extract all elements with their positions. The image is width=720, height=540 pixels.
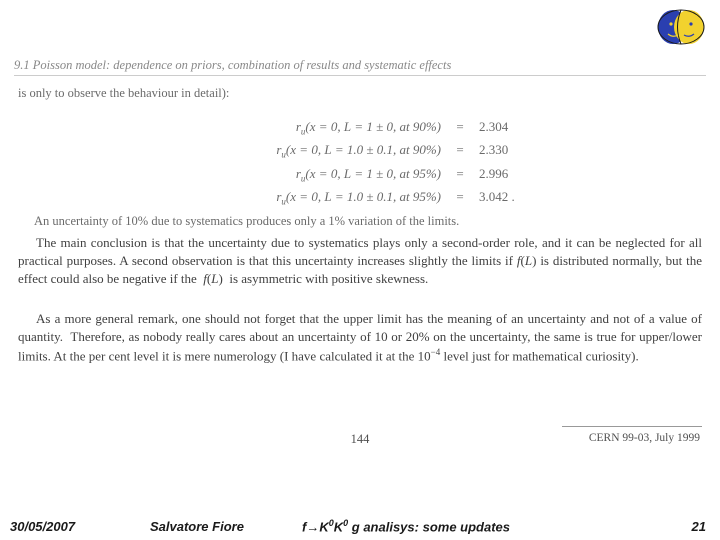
- equation-row: ru(x = 0, L = 1.0 ± 0.1, at 90%) = 2.330: [0, 139, 720, 162]
- citation-reference: CERN 99-03, July 1999: [589, 432, 700, 444]
- equals-sign: =: [451, 116, 469, 139]
- footer-date: 30/05/2007: [10, 519, 150, 534]
- section-title-text: Poisson model: dependence on priors, com…: [33, 58, 452, 72]
- footer-phi-arrow: f→: [302, 519, 319, 534]
- footer-gamma: g: [348, 519, 363, 534]
- footer-suffix: analisys: some updates: [363, 519, 510, 534]
- footer-talk-title: f→K0K0 g analisys: some updates: [302, 518, 672, 534]
- footer-slide-number: 21: [672, 519, 720, 534]
- intro-fragment: is only to observe the behaviour in deta…: [18, 86, 229, 101]
- footer-k2: K: [334, 519, 343, 534]
- citation-rule: [562, 426, 702, 427]
- equals-sign: =: [451, 139, 469, 162]
- equation-lhs: ru(x = 0, L = 1.0 ± 0.1, at 90%): [186, 139, 441, 162]
- equation-row: ru(x = 0, L = 1 ± 0, at 90%) = 2.304: [0, 116, 720, 139]
- experiment-logo-icon: [656, 8, 706, 46]
- footer-k1: K: [319, 519, 328, 534]
- section-title: 9.1 Poisson model: dependence on priors,…: [14, 58, 451, 73]
- equation-row: ru(x = 0, L = 1.0 ± 0.1, at 95%) = 3.042…: [0, 186, 720, 209]
- section-header: 9.1 Poisson model: dependence on priors,…: [14, 58, 706, 76]
- equation-lhs: ru(x = 0, L = 1 ± 0, at 90%): [186, 116, 441, 139]
- conclusion-paragraph: The main conclusion is that the uncertai…: [18, 234, 702, 288]
- equation-lhs: ru(x = 0, L = 1 ± 0, at 95%): [186, 163, 441, 186]
- equation-row: ru(x = 0, L = 1 ± 0, at 95%) = 2.996: [0, 163, 720, 186]
- slide-footer: 30/05/2007 Salvatore Fiore f→K0K0 g anal…: [0, 518, 720, 534]
- equation-rhs: 2.996: [479, 163, 534, 186]
- footer-author: Salvatore Fiore: [150, 519, 302, 534]
- equation-block: ru(x = 0, L = 1 ± 0, at 90%) = 2.304 ru(…: [0, 116, 720, 210]
- systematics-line: An uncertainty of 10% due to systematics…: [34, 214, 459, 229]
- remark-paragraph: As a more general remark, one should not…: [18, 310, 702, 365]
- equation-lhs: ru(x = 0, L = 1.0 ± 0.1, at 95%): [186, 186, 441, 209]
- equation-rhs: 2.304: [479, 116, 534, 139]
- equals-sign: =: [451, 163, 469, 186]
- equation-rhs: 2.330: [479, 139, 534, 162]
- section-number: 9.1: [14, 58, 30, 72]
- equation-rhs: 3.042 .: [479, 186, 534, 209]
- equals-sign: =: [451, 186, 469, 209]
